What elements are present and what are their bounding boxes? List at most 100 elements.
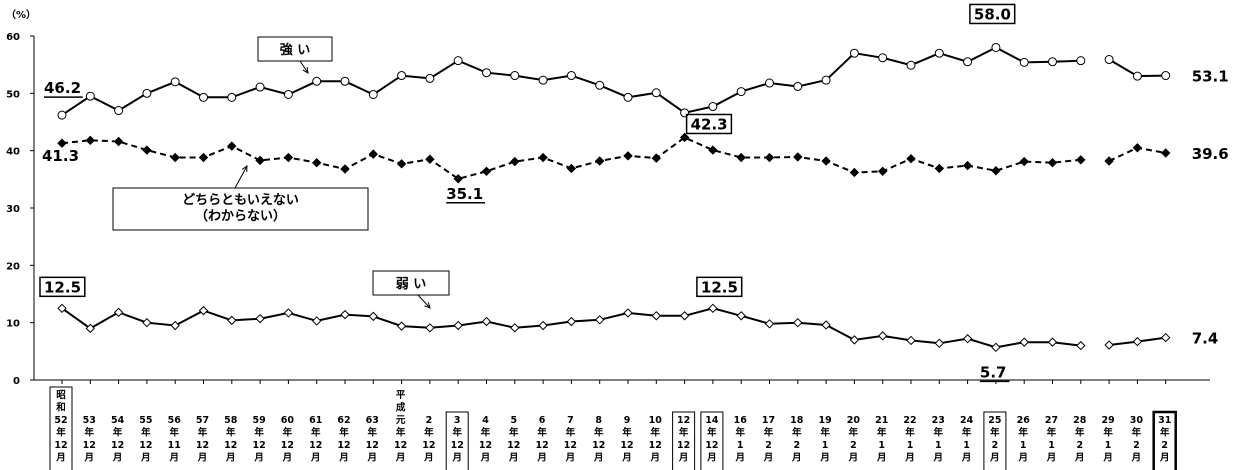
point-marker bbox=[311, 157, 322, 168]
x-tick-label: 63 bbox=[366, 415, 379, 426]
x-tick-label: 2 bbox=[1133, 440, 1140, 451]
series-line-0 bbox=[61, 46, 1081, 116]
value-label-box bbox=[969, 3, 1016, 25]
x-tick-label: 26 bbox=[1017, 415, 1031, 426]
x-tick-label: 22 bbox=[903, 415, 916, 426]
point-marker bbox=[85, 135, 96, 146]
point-marker bbox=[510, 156, 520, 167]
point-marker bbox=[453, 56, 463, 66]
legend-callout-box bbox=[257, 36, 333, 62]
point-marker bbox=[312, 76, 322, 86]
point-marker bbox=[481, 316, 492, 327]
point-marker bbox=[57, 138, 67, 148]
x-tick-label: 年 bbox=[877, 427, 887, 439]
x-label-box bbox=[1152, 410, 1177, 470]
x-tick-label: 年 bbox=[1075, 427, 1085, 439]
point-marker bbox=[679, 132, 690, 143]
value-label: 39.6 bbox=[1192, 145, 1229, 163]
point-marker bbox=[906, 153, 916, 164]
point-marker bbox=[821, 320, 831, 330]
point-marker bbox=[1160, 148, 1171, 158]
point-marker bbox=[311, 316, 322, 326]
point-marker bbox=[708, 102, 718, 112]
series-line-2 bbox=[61, 307, 1081, 349]
x-tick-label: 6 bbox=[539, 415, 546, 426]
x-tick-label: 月 bbox=[734, 453, 745, 464]
point-marker bbox=[651, 153, 662, 163]
x-tick-label: 60 bbox=[281, 415, 295, 426]
x-tick-label: 年 bbox=[424, 427, 434, 439]
x-tick-label: 16 bbox=[734, 415, 748, 426]
point-marker bbox=[114, 106, 124, 116]
x-tick-label: 月 bbox=[1102, 453, 1113, 464]
x-tick-label: 23 bbox=[932, 415, 945, 426]
x-tick-label: 月 bbox=[367, 453, 378, 464]
x-tick-label: 12 bbox=[224, 440, 237, 451]
point-marker bbox=[679, 311, 690, 321]
callout-arrowhead bbox=[424, 302, 431, 309]
point-marker bbox=[821, 156, 831, 166]
point-marker bbox=[283, 89, 293, 99]
x-tick-label: 1 bbox=[907, 440, 914, 451]
legend-callout-box bbox=[112, 187, 369, 231]
callout-arrow bbox=[234, 165, 248, 189]
x-tick-label: 月 bbox=[1017, 453, 1028, 464]
x-tick-label: 年 bbox=[651, 427, 661, 439]
point-marker bbox=[595, 80, 605, 90]
x-tick-label: 56 bbox=[168, 415, 182, 426]
value-label: 41.3 bbox=[42, 147, 79, 165]
legend-callout-text: 弱 い bbox=[396, 276, 427, 292]
value-label: 12.5 bbox=[44, 278, 81, 296]
point-marker bbox=[1132, 71, 1142, 81]
point-marker bbox=[566, 163, 577, 174]
point-marker bbox=[566, 316, 577, 327]
point-marker bbox=[1019, 57, 1029, 67]
point-marker bbox=[566, 71, 576, 81]
point-marker bbox=[651, 311, 662, 321]
x-tick-label: 2 bbox=[1161, 440, 1168, 451]
x-tick-label: 1 bbox=[935, 440, 942, 451]
point-marker bbox=[283, 152, 294, 163]
x-tick-label: 月 bbox=[1046, 453, 1057, 464]
point-marker bbox=[1104, 55, 1114, 65]
x-tick-label: 12 bbox=[620, 440, 633, 451]
y-tick-label: 40 bbox=[6, 147, 20, 158]
y-tick-label: 20 bbox=[6, 261, 20, 272]
x-tick-label: 1 bbox=[822, 440, 829, 451]
point-marker bbox=[482, 68, 491, 78]
point-marker bbox=[906, 60, 916, 70]
value-label: 35.1 bbox=[446, 185, 483, 203]
point-marker bbox=[736, 87, 746, 97]
x-tick-label: 年 bbox=[905, 427, 915, 439]
x-tick-label: 月 bbox=[876, 453, 887, 464]
point-marker bbox=[199, 92, 208, 102]
x-tick-label: 年 bbox=[141, 427, 151, 439]
x-tick-label: 12 bbox=[422, 440, 435, 451]
point-marker bbox=[142, 317, 152, 328]
point-marker bbox=[1132, 143, 1143, 153]
legend-callout-text: どちらともいえない bbox=[182, 193, 299, 208]
point-marker bbox=[991, 342, 1001, 353]
x-tick-label: 月 bbox=[650, 453, 661, 464]
point-marker bbox=[227, 92, 237, 102]
point-marker bbox=[877, 331, 888, 341]
x-tick-label: 年 bbox=[56, 427, 66, 439]
x-tick-label: 12 bbox=[309, 440, 322, 451]
x-tick-label: 年 bbox=[169, 427, 179, 439]
point-marker bbox=[963, 57, 973, 67]
x-tick-label: 月 bbox=[225, 453, 236, 464]
x-tick-label: 12 bbox=[535, 440, 548, 451]
legend-callout-box bbox=[372, 270, 450, 296]
x-tick-label: 1 bbox=[1105, 440, 1112, 451]
x-tick-label: 月 bbox=[791, 453, 802, 464]
x-tick-label: 17 bbox=[762, 415, 775, 426]
x-tick-label: 年 bbox=[311, 427, 321, 439]
x-tick-label: 59 bbox=[252, 415, 265, 426]
point-marker bbox=[396, 321, 407, 331]
x-tick-label: 年 bbox=[481, 427, 491, 439]
value-label-box bbox=[685, 113, 733, 135]
x-tick-label: 28 bbox=[1073, 415, 1087, 426]
y-axis-unit: （%） bbox=[6, 8, 36, 21]
point-marker bbox=[170, 320, 180, 331]
